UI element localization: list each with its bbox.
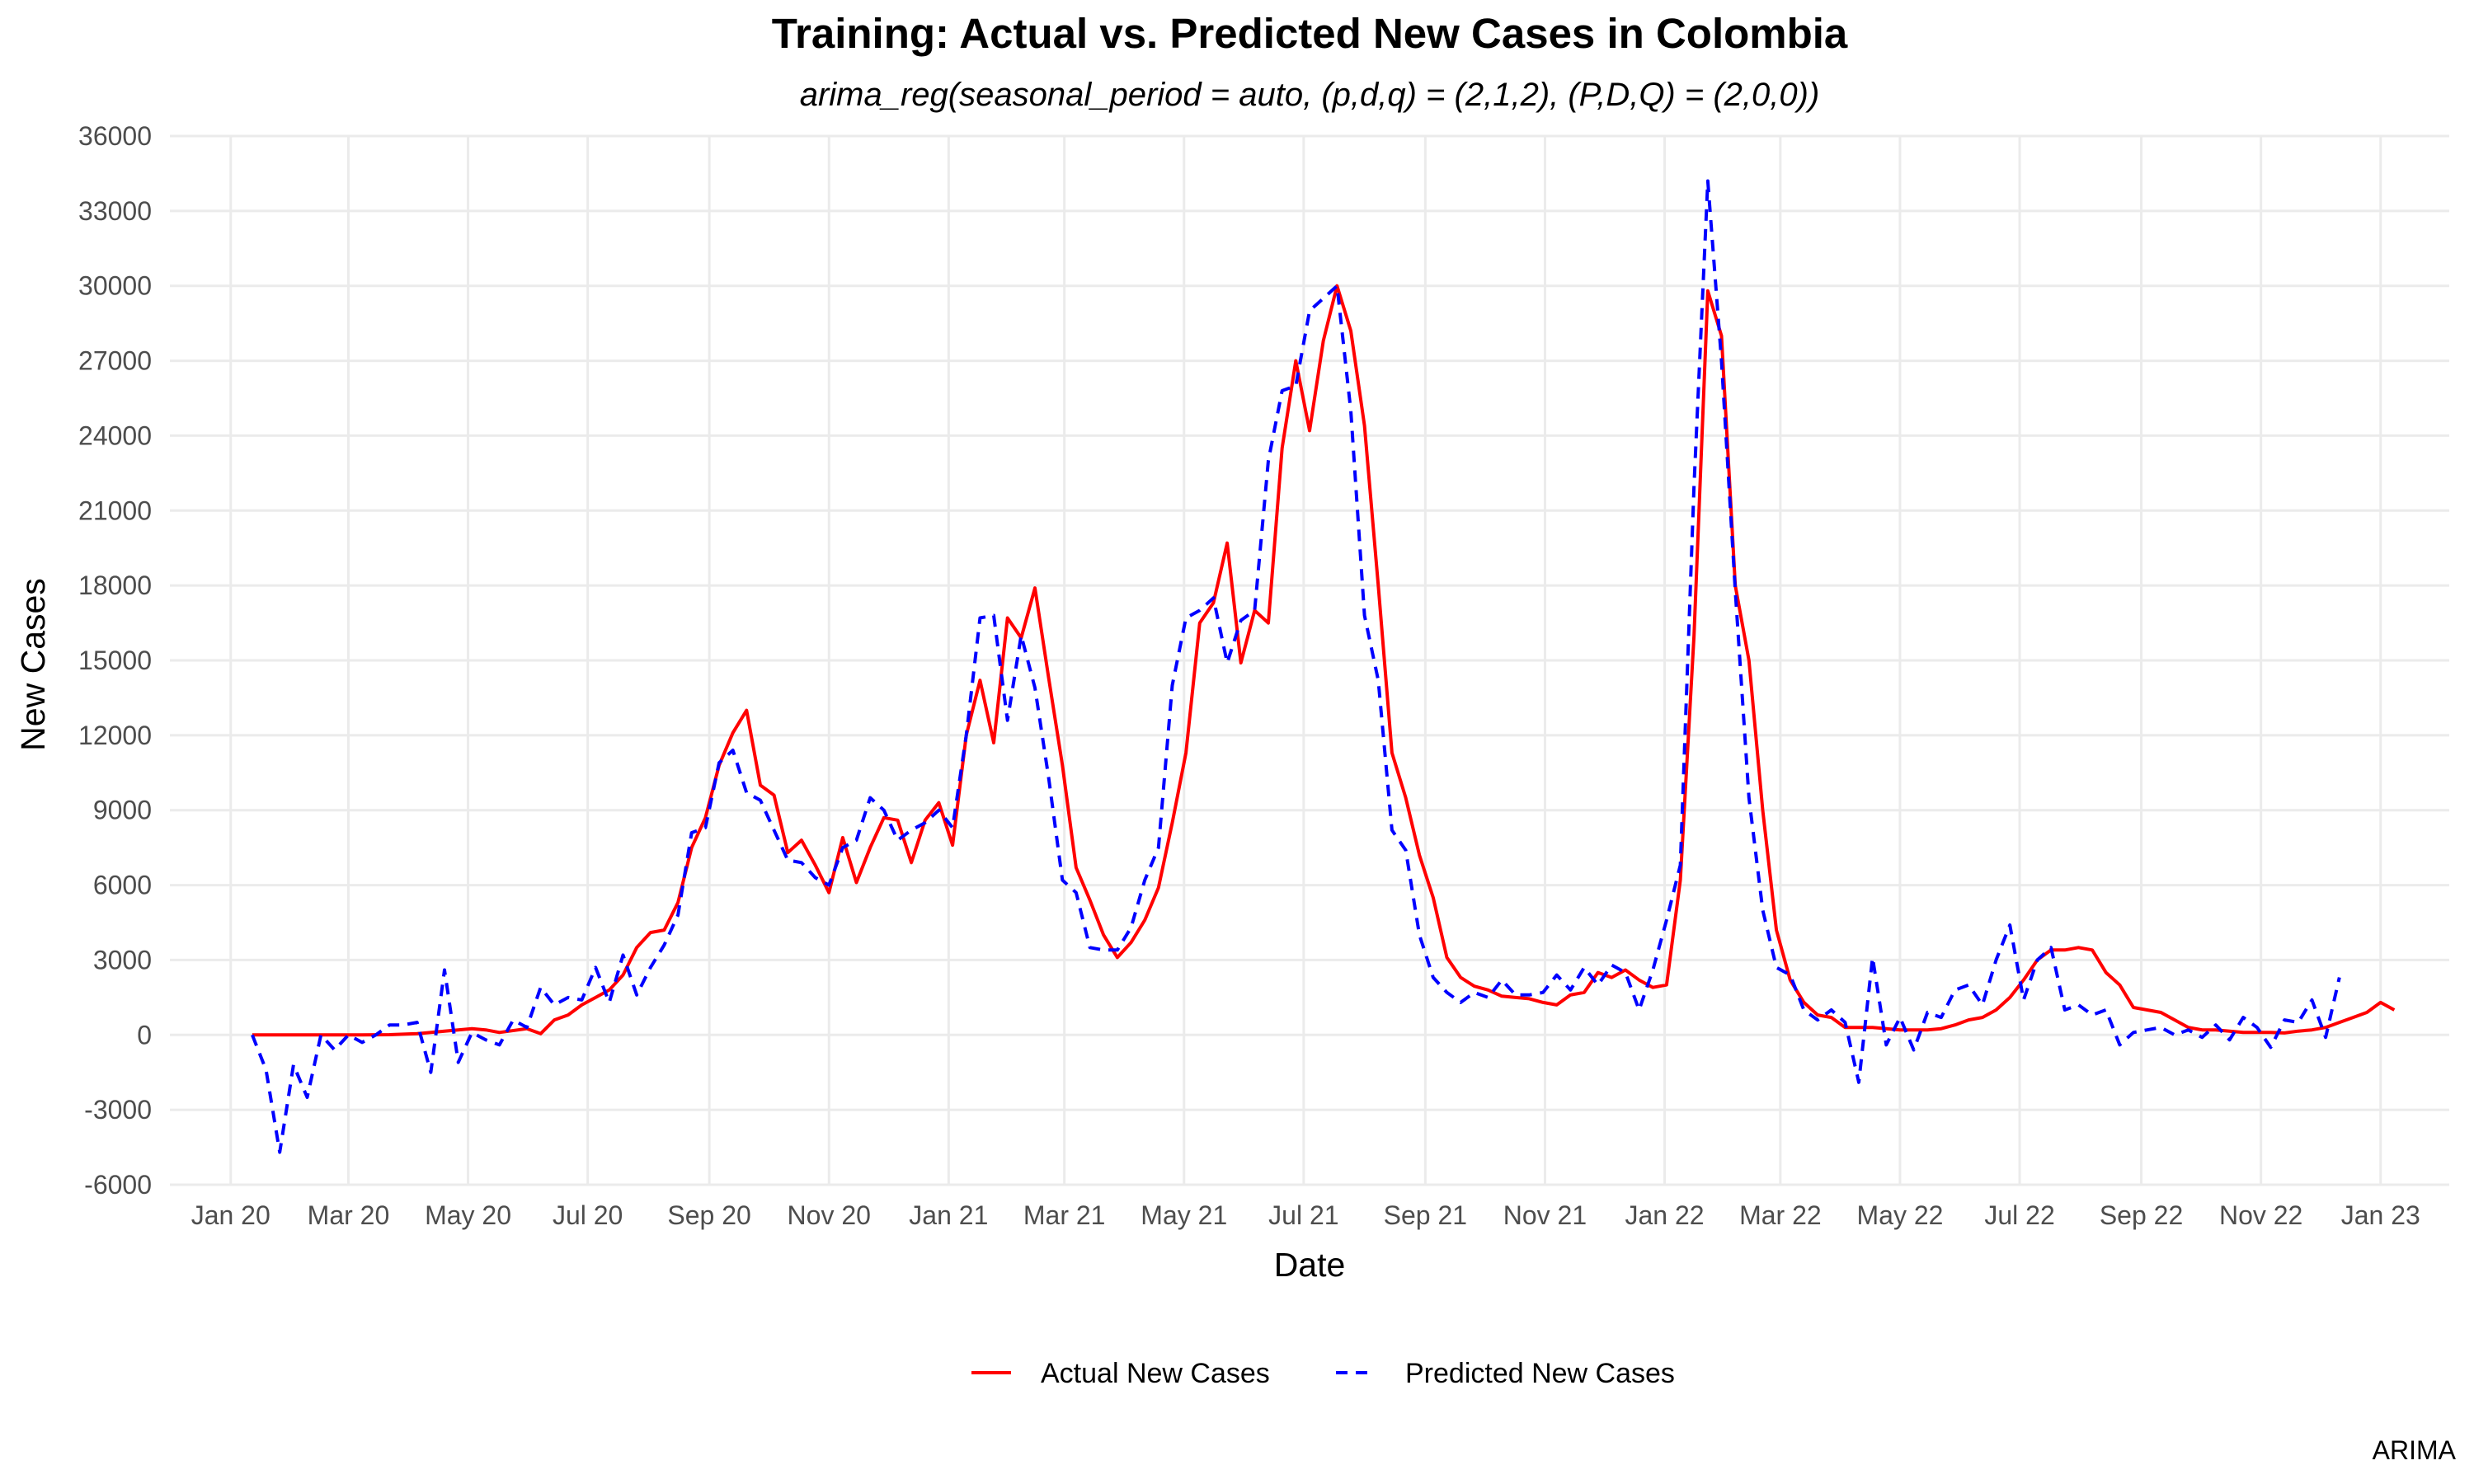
chart-title: Training: Actual vs. Predicted New Cases… <box>772 10 1848 57</box>
x-tick-label: Jul 21 <box>1268 1200 1338 1230</box>
y-tick-label: 30000 <box>78 271 152 301</box>
x-tick-label: Nov 20 <box>788 1200 871 1230</box>
y-tick-label: 6000 <box>93 871 152 900</box>
x-tick-labels: Jan 20 Mar 20 May 20 Jul 20 Sep 20 Nov 20 Jan … <box>191 1200 2420 1230</box>
x-tick-label: Jul 20 <box>553 1200 623 1230</box>
x-tick-label: Mar 20 <box>308 1200 390 1230</box>
y-tick-label: 9000 <box>93 796 152 825</box>
series-lines <box>251 179 2396 1154</box>
grid-lines <box>170 134 2449 1186</box>
y-tick-label: -6000 <box>84 1170 152 1200</box>
caption: ARIMA <box>2373 1435 2457 1465</box>
x-tick-label: May 20 <box>425 1200 511 1230</box>
y-axis-title: New Cases <box>14 578 52 751</box>
x-tick-label: Mar 21 <box>1023 1200 1106 1230</box>
y-tick-label: 33000 <box>78 196 152 226</box>
x-tick-label: May 21 <box>1141 1200 1227 1230</box>
x-tick-label: Jan 21 <box>909 1200 988 1230</box>
legend: Actual New Cases Predicted New Cases <box>971 1358 1675 1389</box>
y-tick-label: 0 <box>137 1020 152 1050</box>
x-tick-label: Jan 23 <box>2341 1200 2420 1230</box>
legend-label: Predicted New Cases <box>1405 1358 1675 1389</box>
legend-label: Actual New Cases <box>1041 1358 1270 1389</box>
y-tick-label: 3000 <box>93 945 152 974</box>
y-tick-label: -3000 <box>84 1095 152 1125</box>
x-tick-label: Nov 22 <box>2219 1200 2302 1230</box>
chart-subtitle: arima_reg(seasonal_period = auto, (p,d,q… <box>800 77 1820 113</box>
x-tick-label: Jan 22 <box>1625 1200 1704 1230</box>
y-tick-label: 15000 <box>78 646 152 675</box>
y-tick-label: 27000 <box>78 346 152 376</box>
y-tick-label: 24000 <box>78 420 152 450</box>
y-tick-labels: -6000 -3000 0 3000 6000 9000 12000 15000 18000 21… <box>78 121 152 1200</box>
y-tick-label: 21000 <box>78 495 152 525</box>
x-tick-label: Nov 21 <box>1503 1200 1587 1230</box>
x-tick-label: Sep 22 <box>2100 1200 2183 1230</box>
x-tick-label: May 22 <box>1857 1200 1944 1230</box>
series-line-predicted-new-cases <box>251 179 2341 1154</box>
x-axis-title: Date <box>1274 1246 1346 1284</box>
series-line-actual-new-cases <box>252 284 2396 1037</box>
y-tick-label: 36000 <box>78 121 152 151</box>
x-tick-label: Sep 21 <box>1384 1200 1467 1230</box>
y-tick-label: 18000 <box>78 571 152 600</box>
x-tick-label: Jan 20 <box>191 1200 270 1230</box>
y-tick-label: 12000 <box>78 721 152 750</box>
x-tick-label: Jul 22 <box>1984 1200 2054 1230</box>
x-tick-label: Mar 22 <box>1739 1200 1822 1230</box>
x-tick-label: Sep 20 <box>667 1200 750 1230</box>
